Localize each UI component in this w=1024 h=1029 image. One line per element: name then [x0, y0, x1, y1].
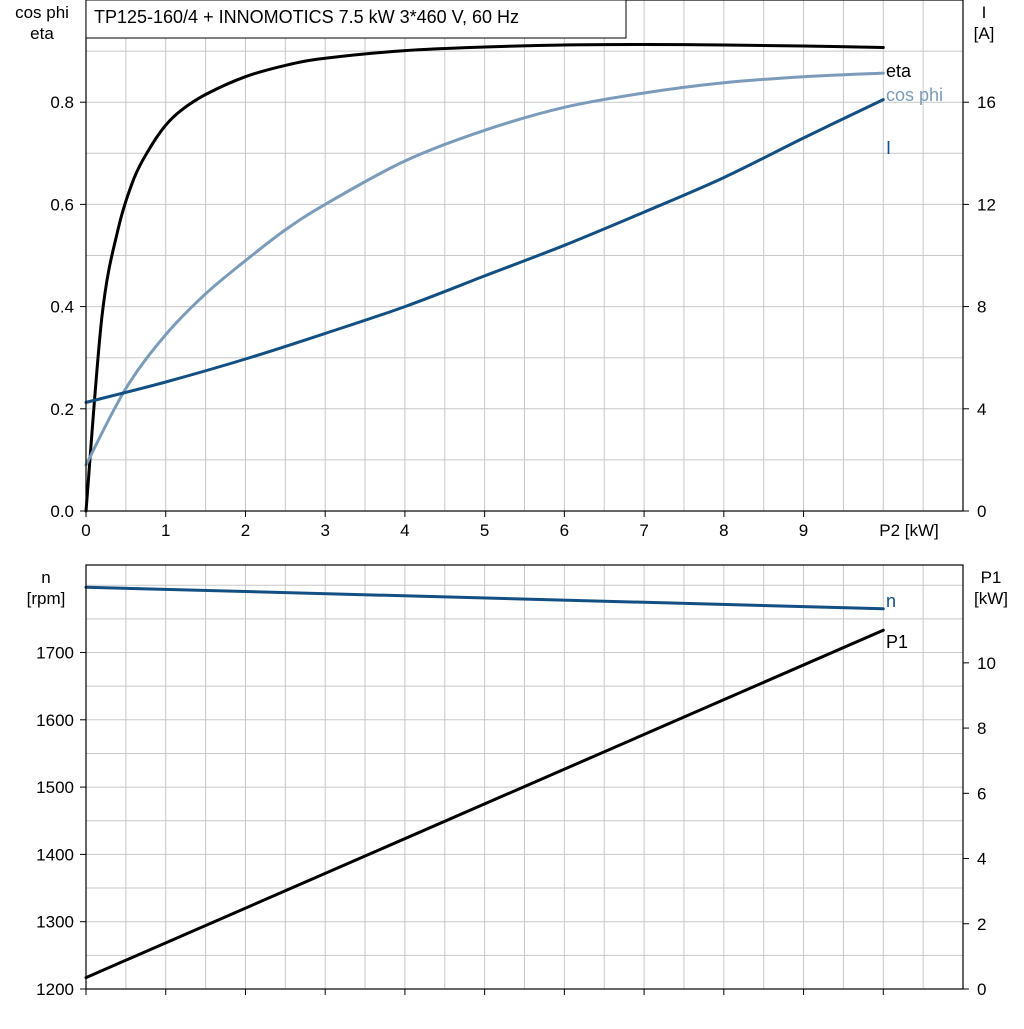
- series-label-n: n: [886, 591, 896, 611]
- chart1-right-tick-label: 4: [977, 400, 986, 419]
- chart1-right-axis-label: I: [982, 3, 987, 22]
- series-label-eta: eta: [886, 61, 912, 81]
- chart2-left-tick-label: 1600: [36, 711, 74, 730]
- chart1-right-tick-label: 16: [977, 93, 996, 112]
- chart1-right-tick-label: 8: [977, 298, 986, 317]
- chart2-right-tick-label: 4: [977, 850, 986, 869]
- chart1-x-tick-label: 7: [639, 521, 648, 540]
- chart2-left-tick-label: 1200: [36, 980, 74, 999]
- chart1-x-tick-label: 1: [161, 521, 170, 540]
- chart1-series-eta-line: [84, 43, 885, 513]
- chart2-plot-frame: [85, 564, 964, 990]
- series-label-p1: P1: [886, 632, 908, 652]
- chart1-x-tick-label: 9: [799, 521, 808, 540]
- chart2-right-axis-label: P1: [981, 568, 1002, 587]
- chart1-x-tick-label: 8: [719, 521, 728, 540]
- chart1-right-tick-label: 12: [977, 195, 996, 214]
- chart1-x-tick-label: 2: [241, 521, 250, 540]
- chart-title: TP125-160/4 + INNOMOTICS 7.5 kW 3*460 V,…: [94, 7, 519, 27]
- chart1-right-tick-label: 0: [977, 502, 986, 521]
- chart2-right-tick-label: 0: [977, 980, 986, 999]
- chart1-left-axis-label: eta: [30, 24, 54, 43]
- chart1-x-tick-label: 0: [81, 521, 90, 540]
- chart2-right-tick-label: 10: [977, 654, 996, 673]
- chart2-right-axis-label: [kW]: [974, 589, 1008, 608]
- chart2-left-axis-label: [rpm]: [27, 589, 66, 608]
- chart2-left-axis-label: n: [41, 568, 50, 587]
- chart1-plot-frame: [85, 0, 964, 512]
- x-axis-label: P2 [kW]: [879, 521, 939, 540]
- chart1-left-tick-label: 0.4: [50, 298, 74, 317]
- chart-title-box: [85, 0, 627, 39]
- chart1-left-tick-label: 0.0: [50, 502, 74, 521]
- chart2-right-tick-label: 2: [977, 915, 986, 934]
- chart1-x-tick-label: 5: [480, 521, 489, 540]
- chart1-x-tick-label: 6: [560, 521, 569, 540]
- chart1-x-tick-label: 3: [320, 521, 329, 540]
- chart1-x-tick-label: 4: [400, 521, 409, 540]
- chart1-left-tick-label: 0.8: [50, 93, 74, 112]
- chart2-series-n-line: [84, 585, 885, 611]
- chart1-series-cos-phi-line: [84, 71, 885, 467]
- chart2-left-tick-label: 1300: [36, 913, 74, 932]
- chart2-right-tick-label: 8: [977, 719, 986, 738]
- series-label-cos-phi: cos phi: [886, 85, 943, 105]
- chart1-left-axis-label: cos phi: [15, 3, 69, 22]
- chart1-left-tick-label: 0.6: [50, 195, 74, 214]
- chart1-series-i-line: [84, 98, 885, 404]
- chart2-series-p1-line: [84, 628, 885, 980]
- chart2-left-tick-label: 1500: [36, 778, 74, 797]
- chart2-left-tick-label: 1400: [36, 845, 74, 864]
- chart1-right-axis-label: [A]: [974, 24, 995, 43]
- chart2-right-tick-label: 6: [977, 784, 986, 803]
- chart2-left-tick-label: 1700: [36, 643, 74, 662]
- chart1-left-tick-label: 0.2: [50, 400, 74, 419]
- series-label-i: I: [886, 138, 891, 158]
